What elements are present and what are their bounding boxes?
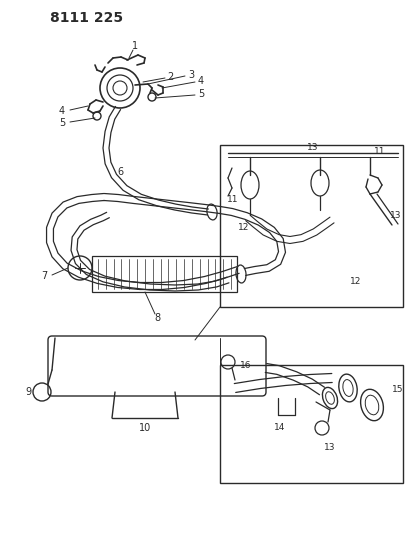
Bar xyxy=(220,145,403,307)
Text: 5: 5 xyxy=(198,89,204,99)
Text: 4: 4 xyxy=(59,106,65,116)
Text: 1: 1 xyxy=(132,41,138,51)
Text: 12: 12 xyxy=(350,278,362,287)
Text: 13: 13 xyxy=(390,211,402,220)
Text: 12: 12 xyxy=(238,223,250,232)
Text: 13: 13 xyxy=(324,443,336,453)
Text: 3: 3 xyxy=(188,70,194,80)
Text: 5: 5 xyxy=(59,118,65,128)
Text: 4: 4 xyxy=(198,76,204,86)
Text: 2: 2 xyxy=(167,72,173,82)
Bar xyxy=(220,365,403,483)
Text: 15: 15 xyxy=(392,385,404,394)
Text: 13: 13 xyxy=(307,143,319,152)
Text: 16: 16 xyxy=(240,360,252,369)
Text: 11: 11 xyxy=(227,196,239,205)
Text: 8: 8 xyxy=(154,313,160,323)
Text: 8111 225: 8111 225 xyxy=(50,11,123,25)
Text: 14: 14 xyxy=(274,424,286,432)
Text: 11: 11 xyxy=(374,148,386,157)
Text: 7: 7 xyxy=(41,271,47,281)
Text: 9: 9 xyxy=(25,387,31,397)
Text: 6: 6 xyxy=(117,167,123,177)
Bar xyxy=(92,256,237,292)
Text: 10: 10 xyxy=(139,423,151,433)
